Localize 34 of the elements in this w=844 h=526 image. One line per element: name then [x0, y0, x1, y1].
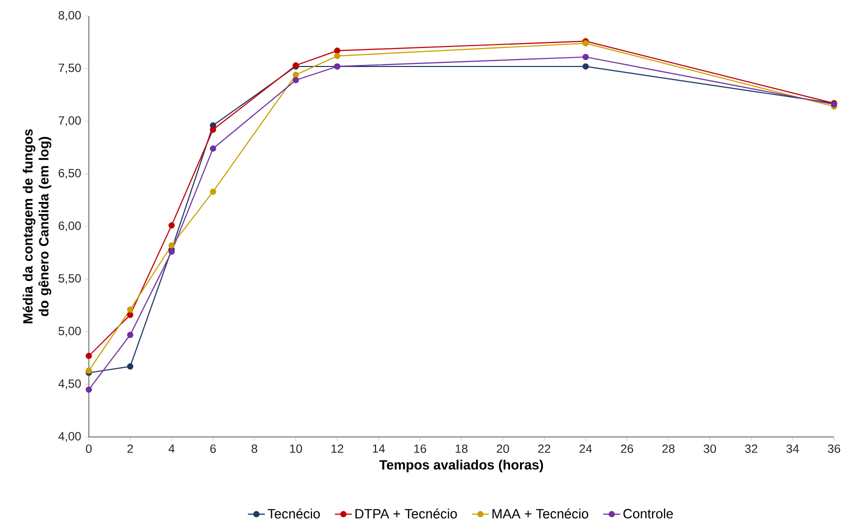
- y-tick-label: 7,50: [58, 64, 81, 74]
- x-tick-label: 18: [456, 444, 468, 454]
- x-tick-label: 2: [127, 444, 133, 453]
- x-tick-label: 4: [168, 444, 175, 453]
- x-tick-label: 6: [210, 444, 216, 454]
- legend-label: Controle: [623, 508, 673, 519]
- y-tick-label: 6,00: [58, 222, 81, 232]
- x-tick-label: 22: [538, 444, 550, 453]
- x-tick-label: 32: [745, 444, 758, 454]
- y-tick-label: 5,00: [58, 326, 81, 337]
- y-tick-label: 4,50: [58, 380, 81, 390]
- legend-label: MAA + Tecnécio: [492, 508, 588, 519]
- x-tick-label: 26: [620, 444, 634, 454]
- y-tick-label: 6,50: [58, 169, 81, 179]
- x-tick-label: 0: [86, 444, 92, 454]
- x-tick-label: 24: [580, 444, 592, 453]
- x-tick-label: 30: [704, 444, 716, 454]
- x-tick-label: 12: [331, 444, 344, 453]
- x-axis-title: Tempos avaliados (horas): [379, 460, 544, 472]
- x-tick-label: 20: [496, 444, 509, 454]
- x-tick-label: 14: [372, 444, 385, 453]
- y-tick-label: 8,00: [58, 11, 81, 22]
- x-tick-label: 8: [252, 444, 258, 454]
- legend-label: DTPA + Tecnécio: [355, 508, 457, 519]
- x-tick-label: 34: [786, 444, 799, 454]
- x-tick-label: 36: [828, 444, 840, 454]
- y-tick-label: 7,00: [58, 116, 81, 126]
- legend-label: Tecnécio: [268, 508, 320, 519]
- y-tick-label: 5,50: [58, 274, 81, 284]
- x-tick-label: 10: [290, 444, 302, 454]
- y-axis-title: Média da contagem de fungos do gênero Candida (em log): [22, 129, 52, 324]
- x-tick-label: 28: [662, 444, 675, 454]
- x-tick-label: 16: [414, 444, 426, 454]
- y-tick-label: 4,00: [58, 432, 81, 442]
